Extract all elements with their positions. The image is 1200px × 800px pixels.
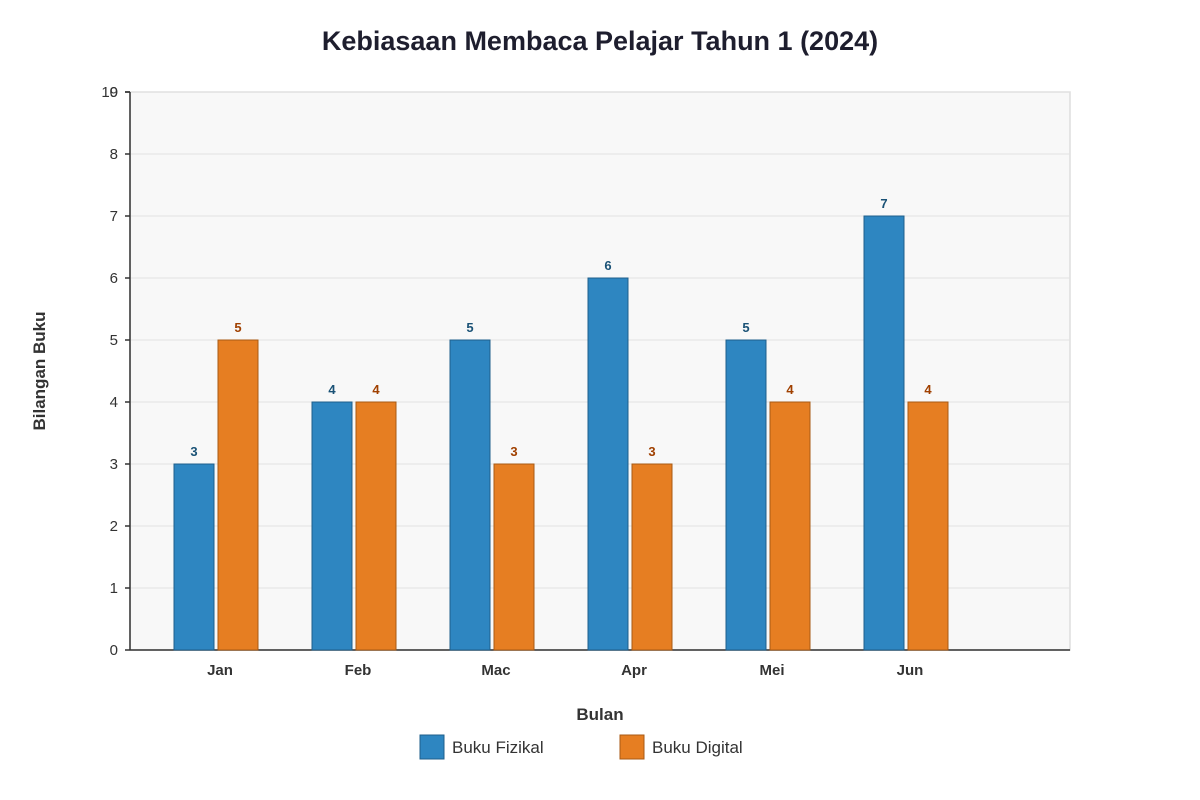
data-label: 3: [510, 444, 517, 459]
chart-title: Kebiasaan Membaca Pelajar Tahun 1 (2024): [322, 26, 878, 56]
y-tick-label: 7: [110, 208, 118, 225]
bars: 3 5 4 4 5 3 6 3 5 4 7 4: [173, 196, 949, 651]
data-label: 4: [328, 382, 336, 397]
bar-digital-apr: [631, 463, 673, 651]
y-axis-ticks: 0 1 2 3 4 5 6 7 8 910: [101, 84, 130, 659]
y-tick-label: 1: [110, 580, 118, 597]
y-tick-label: 8: [110, 146, 118, 163]
bar-digital-mac: [493, 463, 535, 651]
x-tick-label: Apr: [621, 662, 647, 679]
x-tick-label: Feb: [345, 662, 372, 679]
x-axis-ticks: Jan Feb Mac Apr Mei Jun: [207, 662, 923, 679]
data-label: 5: [234, 320, 241, 335]
legend-label: Buku Fizikal: [452, 738, 544, 757]
x-axis-title: Bulan: [576, 705, 623, 724]
data-label: 6: [604, 258, 611, 273]
y-axis-title: Bilangan Buku: [30, 311, 49, 430]
data-label: 3: [190, 444, 197, 459]
x-tick-label: Mei: [759, 662, 784, 679]
bar-fizikal-apr: [587, 277, 629, 651]
x-tick-label: Mac: [481, 662, 510, 679]
bar-fizikal-mac: [449, 339, 491, 651]
data-label: 3: [648, 444, 655, 459]
bar-digital-feb: [355, 401, 397, 651]
y-tick-label: 9: [110, 84, 118, 101]
legend-label: Buku Digital: [652, 738, 743, 757]
bar-fizikal-jun: [863, 215, 905, 651]
bar-digital-jan: [217, 339, 259, 651]
y-tick-label: 2: [110, 518, 118, 535]
y-tick-label: 3: [110, 456, 118, 473]
y-tick-label: 6: [110, 270, 118, 287]
data-label: 4: [924, 382, 932, 397]
y-tick-label: 10: [101, 84, 118, 101]
bar-fizikal-jan: [173, 463, 215, 651]
legend-swatch: [419, 734, 445, 760]
bar-digital-jun: [907, 401, 949, 651]
bar-fizikal-feb: [311, 401, 353, 651]
y-tick-label: 5: [110, 332, 118, 349]
legend: Buku Fizikal Buku Digital: [419, 734, 743, 760]
data-label: 5: [466, 320, 473, 335]
y-tick-label: 4: [110, 394, 118, 411]
data-label: 4: [786, 382, 794, 397]
bar-digital-mei: [769, 401, 811, 651]
data-label: 5: [742, 320, 749, 335]
bar-fizikal-mei: [725, 339, 767, 651]
y-tick-label: 0: [110, 642, 118, 659]
data-label: 4: [372, 382, 380, 397]
legend-swatch: [619, 734, 645, 760]
x-tick-label: Jun: [897, 662, 924, 679]
data-label: 7: [880, 196, 887, 211]
x-tick-label: Jan: [207, 662, 233, 679]
